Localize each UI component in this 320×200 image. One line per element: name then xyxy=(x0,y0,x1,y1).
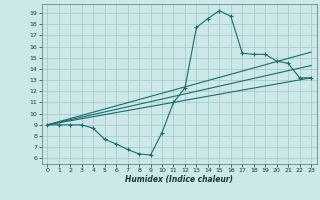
X-axis label: Humidex (Indice chaleur): Humidex (Indice chaleur) xyxy=(125,175,233,184)
